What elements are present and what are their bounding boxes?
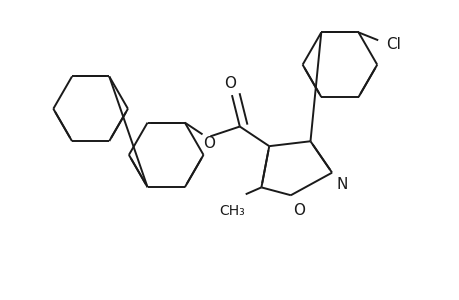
Text: Cl: Cl bbox=[385, 37, 400, 52]
Text: O: O bbox=[224, 76, 235, 91]
Text: CH₃: CH₃ bbox=[218, 204, 244, 218]
Text: O: O bbox=[203, 136, 215, 151]
Text: O: O bbox=[292, 203, 304, 218]
Text: N: N bbox=[336, 177, 347, 192]
